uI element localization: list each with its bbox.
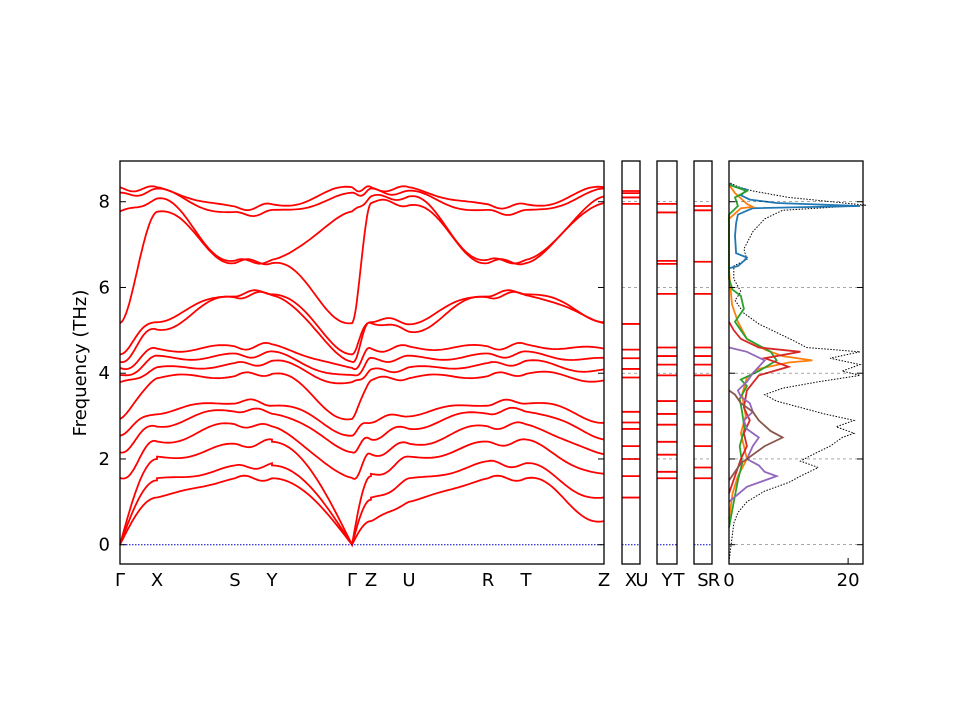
panel-frame — [693, 160, 713, 565]
panel-frame — [656, 160, 678, 565]
band-line — [119, 198, 605, 325]
dos-partial-curve — [728, 184, 813, 520]
dos-x-tick-label: 20 — [837, 570, 860, 591]
band-line — [119, 289, 605, 356]
panel-frame — [621, 160, 641, 565]
dos-partial-curve — [728, 182, 861, 270]
y-tick-label: 4 — [99, 363, 110, 384]
band-line — [119, 359, 605, 385]
x-tick-label: T — [520, 570, 533, 591]
y-tick-label: 2 — [99, 449, 110, 470]
x-tick-label: S — [697, 570, 708, 591]
band-line — [119, 398, 605, 437]
x-tick-label: X — [151, 570, 163, 591]
x-tick-label: Z — [365, 570, 377, 591]
x-tick-label: Z — [598, 570, 610, 591]
dos-partial-curve — [728, 183, 778, 528]
y-tick-label: 8 — [99, 192, 110, 213]
x-tick-label: U — [635, 570, 648, 591]
dos-partial-curve — [728, 321, 801, 494]
x-tick-label: Y — [266, 570, 279, 591]
x-tick-label: Γ — [115, 570, 125, 591]
dos-total-curve — [728, 181, 867, 562]
band-line — [119, 350, 604, 377]
x-tick-label: R — [482, 570, 495, 591]
panel-frame — [119, 160, 605, 565]
y-tick-label: 6 — [99, 277, 110, 298]
panel-frame — [728, 160, 864, 565]
tick-marks — [120, 201, 863, 564]
x-tick-label: Y — [661, 570, 674, 591]
x-tick-label: R — [708, 570, 721, 591]
band-line — [119, 438, 605, 548]
x-tick-label: T — [673, 570, 686, 591]
y-tick-label: 0 — [99, 535, 110, 556]
x-tick-label: S — [229, 570, 240, 591]
band-line — [119, 474, 605, 547]
panel-extras — [120, 201, 863, 546]
band-line — [120, 187, 605, 218]
dos-partial-curve — [728, 389, 785, 481]
band-curves — [119, 181, 867, 562]
panel-frames — [119, 160, 864, 565]
band-line — [119, 421, 605, 480]
band-line — [119, 370, 605, 421]
dos-x-tick-label: 0 — [723, 570, 734, 591]
band-line — [119, 194, 605, 265]
x-tick-label: U — [402, 570, 415, 591]
x-tick-label: X — [625, 570, 637, 591]
dos-partial-curve — [728, 346, 780, 503]
band-line — [119, 341, 605, 370]
y-axis-label: Frequency (THz) — [70, 290, 91, 437]
band-line — [119, 459, 605, 547]
x-tick-label: Γ — [347, 570, 357, 591]
band-line — [119, 291, 605, 364]
band-line — [119, 406, 605, 454]
band-line — [119, 185, 605, 212]
